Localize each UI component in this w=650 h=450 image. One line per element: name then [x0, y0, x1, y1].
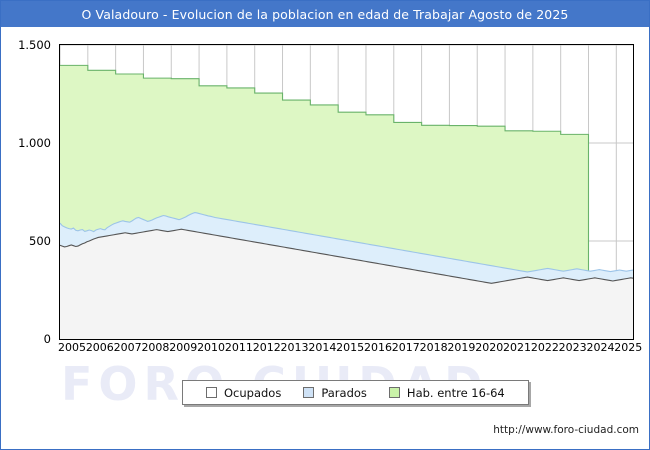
legend-item[interactable]: Ocupados: [206, 386, 281, 400]
x-tick-label: 2016: [363, 341, 392, 354]
y-axis-labels: 0 500 1.000 1.500: [1, 38, 55, 346]
x-tick-label: 2015: [336, 341, 365, 354]
x-tick-label: 2019: [447, 341, 476, 354]
x-axis-labels: 2005 2006 2007 2008 2009 2010 2011 2012 2013 2014…: [58, 341, 642, 359]
x-tick-label: 2011: [224, 341, 253, 354]
x-tick-label: 2005: [58, 341, 86, 354]
page-title: O Valadouro - Evolucion de la poblacion …: [81, 6, 569, 22]
x-tick-label: 2024: [586, 341, 615, 354]
x-tick-label: 2021: [503, 341, 532, 354]
x-tick-label: 2009: [169, 341, 198, 354]
legend-item[interactable]: Hab. entre 16-64: [388, 385, 505, 400]
legend-swatch-icon: [303, 387, 315, 398]
legend-swatch-icon: [206, 387, 217, 398]
chart-legend: Ocupados Parados Hab. entre 16-64: [182, 380, 529, 405]
legend-item[interactable]: Parados: [303, 386, 367, 400]
x-tick-label: 2013: [280, 341, 309, 354]
legend-label: Ocupados: [224, 385, 282, 400]
source-url: http://www.foro-ciudad.com: [493, 424, 639, 436]
legend-label: Parados: [321, 385, 367, 400]
x-tick-label: 2006: [85, 341, 114, 354]
x-tick-label: 2012: [252, 341, 281, 354]
y-tick-label: 500: [29, 234, 51, 248]
y-tick-label: 0: [43, 332, 51, 346]
legend-swatch-icon: [388, 387, 400, 398]
x-tick-label: 2008: [141, 341, 170, 354]
legend-label: Hab. entre 16-64: [406, 385, 505, 400]
y-tick-label: 1.500: [18, 38, 51, 52]
x-tick-label: 2017: [391, 341, 420, 354]
x-tick-label: 2007: [113, 341, 142, 354]
y-tick-label: 1.000: [18, 136, 51, 150]
x-tick-label: 2022: [530, 341, 559, 354]
x-tick-label: 2014: [308, 341, 337, 354]
x-tick-label: 2020: [475, 341, 504, 354]
chart-svg: [60, 45, 633, 339]
plot-inner: [60, 45, 633, 339]
x-tick-label: 2023: [558, 341, 587, 354]
plot-area: [59, 44, 634, 340]
x-tick-label: 2018: [419, 341, 448, 354]
x-tick-label: 2025: [614, 341, 643, 354]
window-title-bar: O Valadouro - Evolucion de la poblacion …: [1, 1, 649, 27]
x-tick-label: 2010: [197, 341, 226, 354]
